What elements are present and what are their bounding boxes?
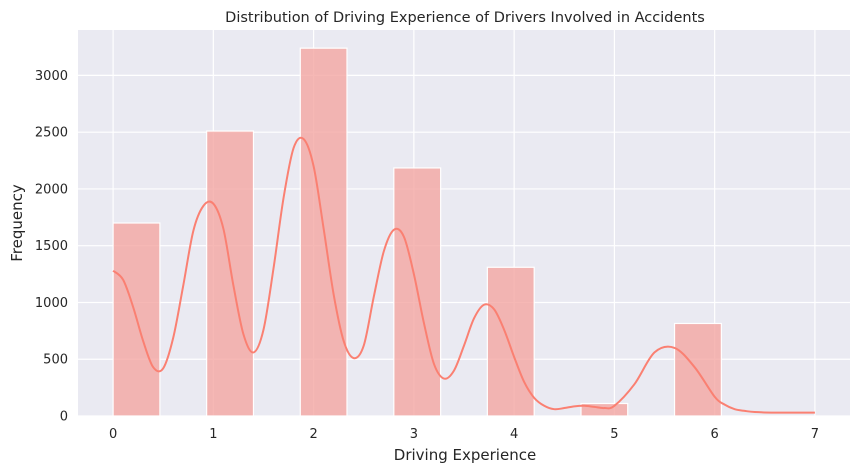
x-tick-label: 0 xyxy=(109,427,117,442)
bar-4 xyxy=(486,266,535,417)
bar-1 xyxy=(206,130,255,417)
y-tick-label: 2500 xyxy=(35,126,68,141)
x-tick-label: 7 xyxy=(811,427,819,442)
plot-area xyxy=(78,30,850,416)
x-tick-label: 5 xyxy=(610,427,618,442)
kde-line xyxy=(112,136,815,414)
y-tick-label: 3000 xyxy=(35,69,68,84)
y-tick-label: 1500 xyxy=(35,239,68,254)
y-tick-label: 0 xyxy=(60,410,68,425)
x-tick-labels: 0 1 2 3 4 5 6 7 xyxy=(109,427,819,442)
x-tick-label: 1 xyxy=(209,427,217,442)
y-tick-label: 2000 xyxy=(35,182,68,197)
x-tick-label: 6 xyxy=(711,427,719,442)
bars xyxy=(112,47,722,417)
y-tick-labels: 0 500 1000 1500 2000 2500 3000 xyxy=(35,69,68,425)
bar-6 xyxy=(673,322,722,417)
y-tick-label: 1000 xyxy=(35,296,68,311)
y-axis-label: Frequency xyxy=(8,184,26,262)
chart-title: Distribution of Driving Experience of Dr… xyxy=(225,10,705,26)
x-tick-label: 3 xyxy=(410,427,418,442)
x-axis-label: Driving Experience xyxy=(394,446,536,464)
y-tick-label: 500 xyxy=(43,353,68,368)
x-tick-label: 2 xyxy=(309,427,317,442)
x-tick-label: 4 xyxy=(510,427,518,442)
